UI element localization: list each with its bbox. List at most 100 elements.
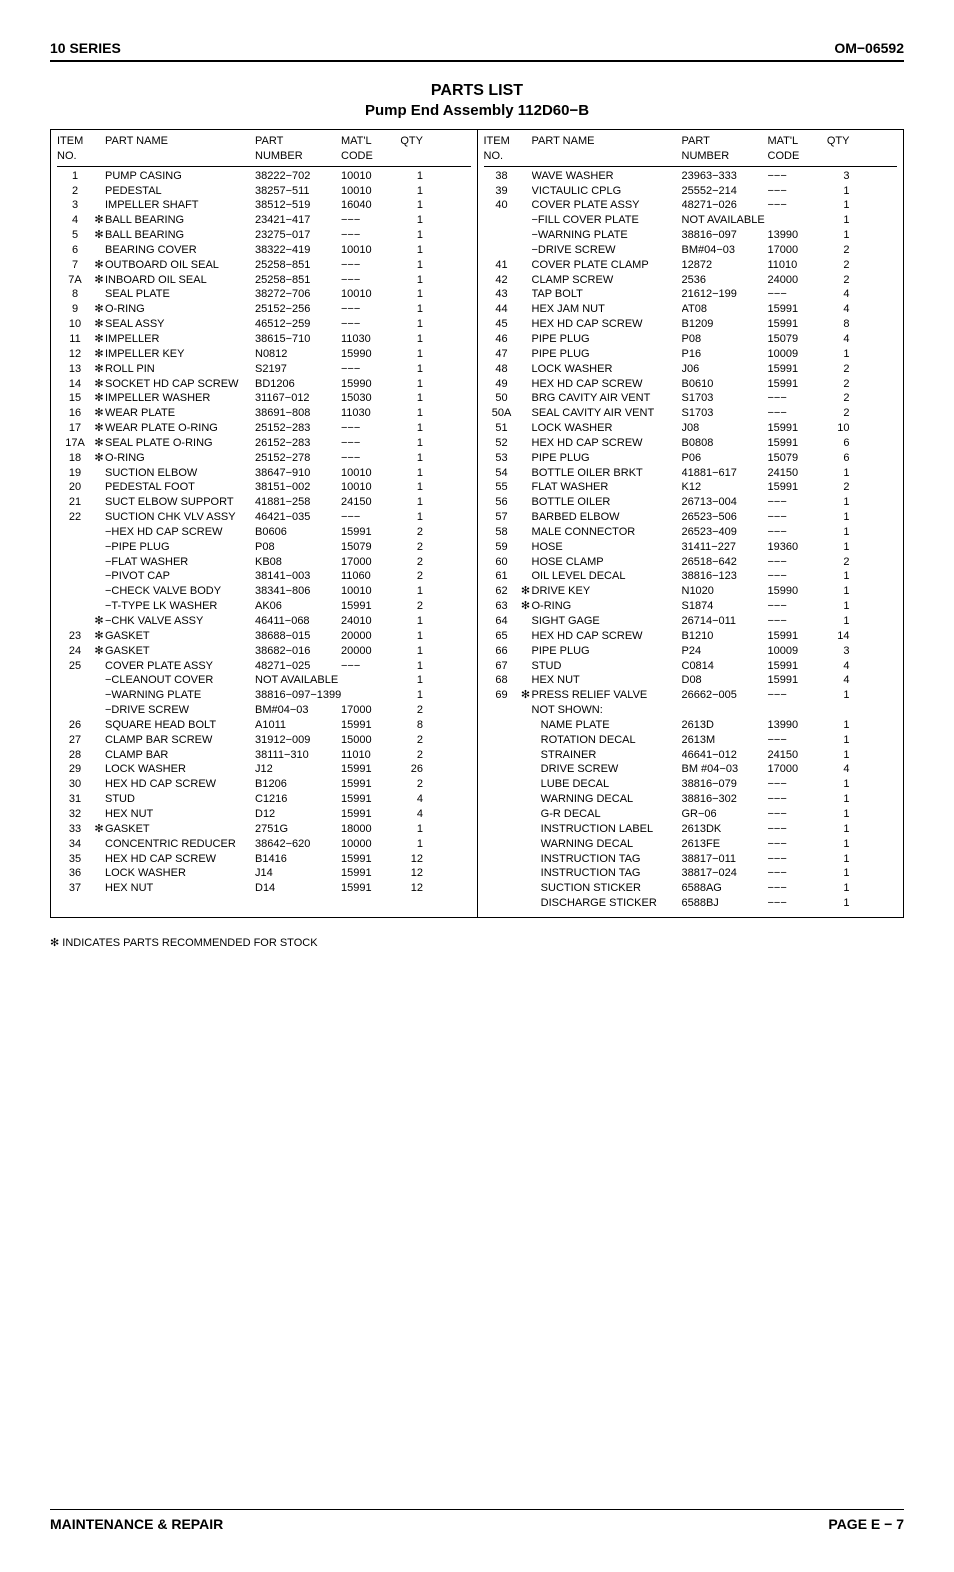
table-row: 48LOCK WASHERJ06159912	[484, 362, 898, 377]
table-row: 56BOTTLE OILER26713−004−−−1	[484, 495, 898, 510]
table-row: DRIVE SCREWBM #04−03170004	[484, 762, 898, 777]
table-row: 10✻SEAL ASSY46512−259−−−1	[57, 317, 471, 332]
table-row: −PIPE PLUGP08150792	[57, 540, 471, 555]
table-row: 9✻O-RING25152−256−−−1	[57, 302, 471, 317]
table-row: NOT SHOWN:	[484, 703, 898, 718]
table-row: 28CLAMP BAR38111−310110102	[57, 748, 471, 763]
table-row: 27CLAMP BAR SCREW31912−009150002	[57, 733, 471, 748]
table-row: 53PIPE PLUGP06150796	[484, 451, 898, 466]
table-row: 5✻BALL BEARING23275−017−−−1	[57, 228, 471, 243]
table-row: 54BOTTLE OILER BRKT41881−617241501	[484, 466, 898, 481]
table-row: 65HEX HD CAP SCREWB12101599114	[484, 629, 898, 644]
table-row: 32HEX NUTD12159914	[57, 807, 471, 822]
table-row: −DRIVE SCREWBM#04−03170002	[57, 703, 471, 718]
table-row: −DRIVE SCREWBM#04−03170002	[484, 243, 898, 258]
table-row: 16✻WEAR PLATE38691−808110301	[57, 406, 471, 421]
table-row: 12✻IMPELLER KEYN0812159901	[57, 347, 471, 362]
hdr-part: PART NUMBER	[682, 134, 768, 164]
table-row: 4✻BALL BEARING23421−417−−−1	[57, 213, 471, 228]
table-row: 21SUCT ELBOW SUPPORT41881−258241501	[57, 495, 471, 510]
table-row: −FILL COVER PLATENOT AVAILABLE1	[484, 213, 898, 228]
table-left: ITEM NO. PART NAME PART NUMBER MAT'L COD…	[51, 130, 477, 917]
table-row: 52HEX HD CAP SCREWB0808159916	[484, 436, 898, 451]
table-row: −CLEANOUT COVERNOT AVAILABLE1	[57, 673, 471, 688]
table-row: 19SUCTION ELBOW38647−910100101	[57, 466, 471, 481]
table-row: 50BRG CAVITY AIR VENTS1703−−−2	[484, 391, 898, 406]
title-line2: Pump End Assembly 112D60−B	[50, 102, 904, 119]
table-row: 17A✻SEAL PLATE O-RING26152−283−−−1	[57, 436, 471, 451]
footnote: ✻ INDICATES PARTS RECOMMENDED FOR STOCK	[50, 936, 904, 949]
doc-number: OM−06592	[834, 40, 904, 56]
table-row: 23✻GASKET38688−015200001	[57, 629, 471, 644]
right-body: 38WAVE WASHER23963−333−−−339VICTAULIC CP…	[484, 169, 898, 911]
table-row: 2PEDESTAL38257−511100101	[57, 184, 471, 199]
table-row: 11✻IMPELLER38615−710110301	[57, 332, 471, 347]
titles-block: PARTS LIST Pump End Assembly 112D60−B	[50, 82, 904, 119]
table-row: 1PUMP CASING38222−702100101	[57, 169, 471, 184]
table-row: ROTATION DECAL2613M−−−1	[484, 733, 898, 748]
table-row: 22SUCTION CHK VLV ASSY46421−035−−−1	[57, 510, 471, 525]
table-row: 61OIL LEVEL DECAL38816−123−−−1	[484, 569, 898, 584]
table-row: 3IMPELLER SHAFT38512−519160401	[57, 198, 471, 213]
table-row: 20PEDESTAL FOOT38151−002100101	[57, 480, 471, 495]
column-headers-right: ITEM NO. PART NAME PART NUMBER MAT'L COD…	[484, 134, 898, 167]
table-row: INSTRUCTION TAG38817−011−−−1	[484, 852, 898, 867]
table-row: 41COVER PLATE CLAMP12872110102	[484, 258, 898, 273]
table-row: 62✻DRIVE KEYN1020159901	[484, 584, 898, 599]
table-row: −CHECK VALVE BODY38341−806100101	[57, 584, 471, 599]
table-row: 45HEX HD CAP SCREWB1209159918	[484, 317, 898, 332]
column-headers-left: ITEM NO. PART NAME PART NUMBER MAT'L COD…	[57, 134, 471, 167]
hdr-matl: MAT'L CODE	[768, 134, 816, 164]
hdr-star	[520, 134, 532, 164]
table-row: WARNING DECAL2613FE−−−1	[484, 837, 898, 852]
table-row: −T-TYPE LK WASHERAK06159912	[57, 599, 471, 614]
table-row: 14✻SOCKET HD CAP SCREWBD1206159901	[57, 377, 471, 392]
table-row: 44HEX JAM NUTAT08159914	[484, 302, 898, 317]
table-row: 60HOSE CLAMP26518−642−−−2	[484, 555, 898, 570]
table-row: 63✻O-RINGS1874−−−1	[484, 599, 898, 614]
title-line1: PARTS LIST	[50, 82, 904, 100]
hdr-qty: QTY	[389, 134, 423, 164]
table-row: 46PIPE PLUGP08150794	[484, 332, 898, 347]
table-row: 26SQUARE HEAD BOLTA1011159918	[57, 718, 471, 733]
page-footer: MAINTENANCE & REPAIR PAGE E − 7	[50, 1509, 904, 1532]
table-row: −FLAT WASHERKB08170002	[57, 555, 471, 570]
table-row: 31STUDC1216159914	[57, 792, 471, 807]
table-row: 36LOCK WASHERJ141599112	[57, 866, 471, 881]
table-row: −PIVOT CAP38141−003110602	[57, 569, 471, 584]
table-row: 13✻ROLL PINS2197−−−1	[57, 362, 471, 377]
parts-table: ITEM NO. PART NAME PART NUMBER MAT'L COD…	[50, 129, 904, 918]
table-row: 17✻WEAR PLATE O-RING25152−283−−−1	[57, 421, 471, 436]
table-row: 55FLAT WASHERK12159912	[484, 480, 898, 495]
table-row: 68HEX NUTD08159914	[484, 673, 898, 688]
hdr-name: PART NAME	[105, 134, 255, 164]
table-row: WARNING DECAL38816−302−−−1	[484, 792, 898, 807]
table-row: STRAINER46641−012241501	[484, 748, 898, 763]
table-row: 37HEX NUTD141599112	[57, 881, 471, 896]
table-row: ✻−CHK VALVE ASSY46411−068240101	[57, 614, 471, 629]
hdr-part: PART NUMBER	[255, 134, 341, 164]
hdr-qty: QTY	[816, 134, 850, 164]
table-row: INSTRUCTION LABEL2613DK−−−1	[484, 822, 898, 837]
table-row: 49HEX HD CAP SCREWB0610159912	[484, 377, 898, 392]
table-row: 35HEX HD CAP SCREWB14161599112	[57, 852, 471, 867]
table-row: 29LOCK WASHERJ121599126	[57, 762, 471, 777]
table-row: NAME PLATE2613D139901	[484, 718, 898, 733]
left-body: 1PUMP CASING38222−7021001012PEDESTAL3825…	[57, 169, 471, 896]
hdr-name: PART NAME	[532, 134, 682, 164]
table-row: 66PIPE PLUGP24100093	[484, 644, 898, 659]
table-row: −WARNING PLATE38816−097139901	[484, 228, 898, 243]
hdr-star	[93, 134, 105, 164]
table-row: 67STUDC0814159914	[484, 659, 898, 674]
page-header: 10 SERIES OM−06592	[50, 40, 904, 62]
table-row: 59HOSE31411−227193601	[484, 540, 898, 555]
table-row: 39VICTAULIC CPLG25552−214−−−1	[484, 184, 898, 199]
table-row: −HEX HD CAP SCREWB0606159912	[57, 525, 471, 540]
hdr-item: ITEM NO.	[484, 134, 520, 164]
table-row: 7✻OUTBOARD OIL SEAL25258−851−−−1	[57, 258, 471, 273]
table-row: 69✻PRESS RELIEF VALVE26662−005−−−1	[484, 688, 898, 703]
table-row: SUCTION STICKER6588AG−−−1	[484, 881, 898, 896]
table-row: DISCHARGE STICKER6588BJ−−−1	[484, 896, 898, 911]
table-row: 7A✻INBOARD OIL SEAL25258−851−−−1	[57, 273, 471, 288]
table-row: LUBE DECAL38816−079−−−1	[484, 777, 898, 792]
